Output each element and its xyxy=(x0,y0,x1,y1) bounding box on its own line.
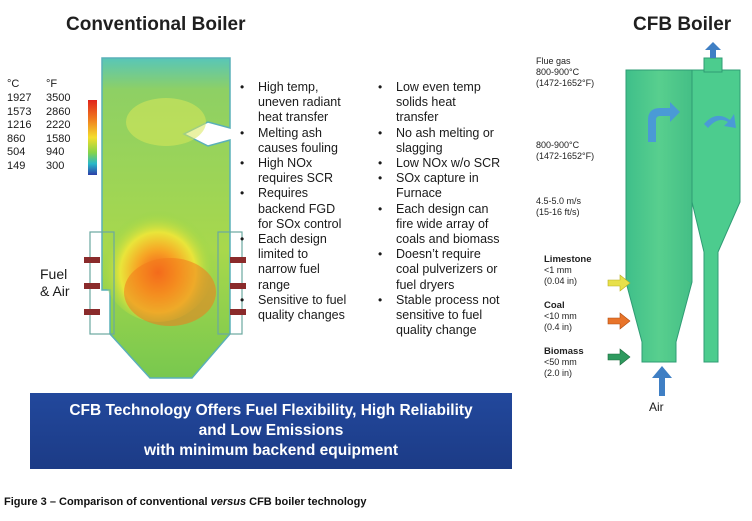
figure-caption: Figure 3 – Comparison of conventional ve… xyxy=(4,496,367,508)
summary-banner: CFB Technology Offers Fuel Flexibility, … xyxy=(30,393,512,469)
biomass-feed-arrow xyxy=(607,348,631,366)
limestone-size-mm: <1 mm xyxy=(544,265,572,275)
fuel-air-label: Fuel & Air xyxy=(40,266,70,300)
upflow-arrow xyxy=(648,102,680,142)
velocity-annotation: 4.5-5.0 m/s (15-16 ft/s) xyxy=(536,196,581,218)
list-item: No ash melting or slagging xyxy=(374,126,524,156)
banner-line-3: with minimum backend equipment xyxy=(143,442,399,459)
biomass-label: Biomass xyxy=(544,346,584,357)
list-item: High NOx requires SCR xyxy=(236,156,376,186)
list-item: High temp, uneven radiant heat transfer xyxy=(236,80,376,126)
legend-row: 504 940 xyxy=(7,146,65,159)
air-arrow xyxy=(652,366,672,396)
furnace-temp-fahrenheit: (1472-1652°F) xyxy=(536,151,595,161)
list-item: SOx capture in Furnace xyxy=(374,171,524,201)
list-item: Stable process not sensitive to fuel qua… xyxy=(374,293,524,339)
list-item: Each design limited to narrow fuel range xyxy=(236,232,376,293)
list-item: Melting ash causes fouling xyxy=(236,126,376,156)
temperature-legend: 1927 3500 1573 2860 1216 2220 860 1580 504 94… xyxy=(7,92,87,174)
biomass-annotation: Biomass <50 mm (2.0 in) xyxy=(544,346,584,379)
list-item: Doesn’t require coal pulverizers or fuel… xyxy=(374,247,524,293)
list-item: Sensitive to fuel quality changes xyxy=(236,293,376,323)
coal-size-in: (0.4 in) xyxy=(544,322,573,332)
legend-row: 1927 3500 xyxy=(7,92,71,104)
cfb-points-list: Low even temp solids heat transfer No as… xyxy=(374,80,524,338)
flue-gas-annotation: Flue gas 800-900°C (1472-1652°F) xyxy=(536,56,594,89)
conventional-boiler-title: Conventional Boiler xyxy=(66,14,246,35)
legend-fahrenheit-header: °F xyxy=(46,78,58,90)
list-item: Low NOx w/o SCR xyxy=(374,156,524,171)
velocity-ms: 4.5-5.0 m/s xyxy=(536,196,582,206)
cfb-boiler-diagram xyxy=(607,42,741,396)
legend-row: 1573 2860 xyxy=(7,105,71,118)
furnace-temp-annotation: 800-900°C (1472-1652°F) xyxy=(536,140,594,162)
biomass-size-mm: <50 mm xyxy=(544,357,577,367)
legend-row: 860 1580 xyxy=(7,132,71,145)
legend-celsius-header: °C xyxy=(7,78,20,90)
flue-gas-arrow xyxy=(705,42,721,58)
flue-temp-fahrenheit: (1472-1652°F) xyxy=(536,78,595,88)
cfb-boiler-title: CFB Boiler xyxy=(633,14,732,35)
list-item: Low even temp solids heat transfer xyxy=(374,80,524,126)
biomass-size-in: (2.0 in) xyxy=(544,368,573,378)
temperature-color-scale xyxy=(88,100,97,175)
limestone-annotation: Limestone <1 mm (0.04 in) xyxy=(544,254,592,287)
flue-temp-celsius: 800-900°C xyxy=(536,67,580,77)
swirl-arrow xyxy=(704,114,736,128)
list-item: Each design can fire wide array of coals… xyxy=(374,202,524,248)
coal-size-mm: <10 mm xyxy=(544,311,577,321)
velocity-fts: (15-16 ft/s) xyxy=(536,207,580,217)
limestone-label: Limestone xyxy=(544,254,592,265)
air-label: & Air xyxy=(40,283,70,299)
fuel-label: Fuel xyxy=(40,266,68,282)
conventional-points-list: High temp, uneven radiant heat transfer … xyxy=(236,80,376,323)
conventional-boiler-diagram xyxy=(84,57,246,379)
coal-feed-arrow xyxy=(607,312,631,330)
banner-line-1: CFB Technology Offers Fuel Flexibility, … xyxy=(69,402,473,419)
furnace-temp-celsius: 800-900°C xyxy=(536,140,580,150)
legend-row: 1216 2220 xyxy=(7,119,71,132)
coal-annotation: Coal <10 mm (0.4 in) xyxy=(544,300,577,333)
list-item: Requires backend FGD for SOx control xyxy=(236,186,376,232)
coal-label: Coal xyxy=(544,300,565,311)
flue-gas-label: Flue gas xyxy=(536,56,571,66)
legend-row: 149 300 xyxy=(7,159,65,172)
banner-line-2: and Low Emissions xyxy=(198,422,344,439)
air-label-cfb: Air xyxy=(649,400,664,414)
limestone-feed-arrow xyxy=(607,274,631,292)
limestone-size-in: (0.04 in) xyxy=(544,276,578,286)
